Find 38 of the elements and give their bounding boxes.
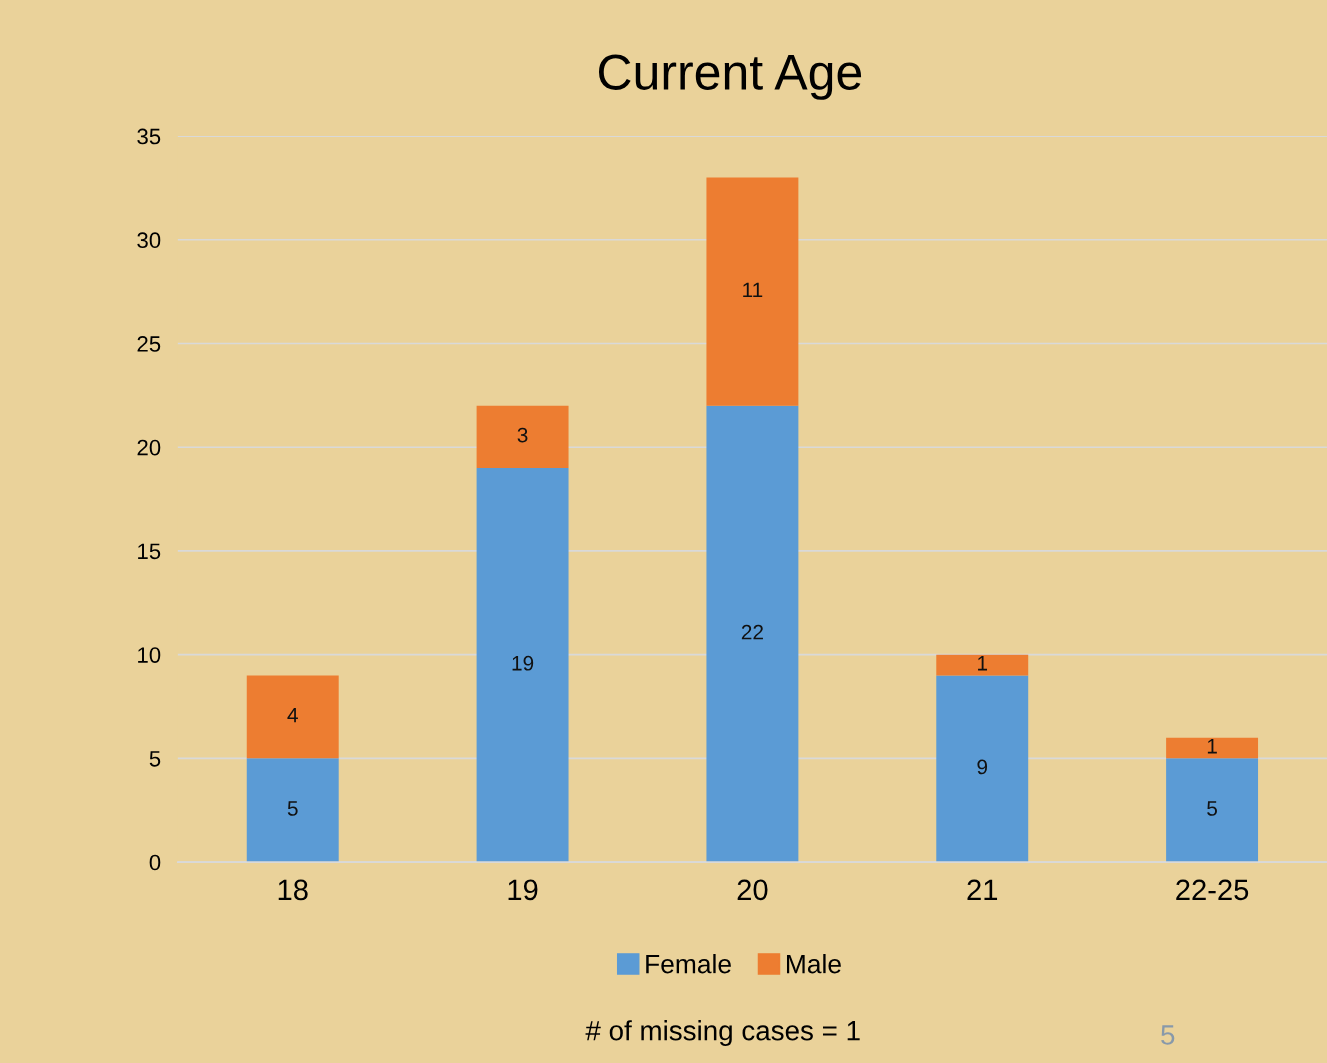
x-tick-label: 19 <box>508 879 538 901</box>
legend-label: Male <box>786 954 841 974</box>
bar <box>1166 758 1259 863</box>
text: 5 <box>1161 1025 1175 1045</box>
x-tick-label: 20 <box>737 879 768 901</box>
data-label: 5 <box>287 801 298 816</box>
bar <box>476 467 569 863</box>
y-tick-label: 5 <box>149 751 161 767</box>
data-label: 5 <box>1207 801 1217 816</box>
y-tick-label: 10 <box>138 647 161 663</box>
bar <box>246 758 339 863</box>
x-tick-label: 21 <box>967 879 998 900</box>
data-label: 3 <box>517 427 528 443</box>
data-label: 1 <box>978 656 988 671</box>
y-tick-label: 35 <box>137 128 161 145</box>
bar <box>476 405 569 468</box>
x-tick-label: 18 <box>278 879 308 901</box>
data-label: 9 <box>977 759 988 775</box>
bar <box>936 675 1029 863</box>
y-tick-label: 30 <box>137 232 161 249</box>
data-label: 19 <box>512 655 534 671</box>
y-tick-label: 15 <box>138 543 161 560</box>
data-label: 22 <box>741 624 763 640</box>
data-label: 11 <box>743 282 763 298</box>
bar <box>706 405 799 863</box>
x-tick-label: 22-25 <box>1176 879 1249 901</box>
bar <box>1166 737 1259 759</box>
text: # of missing cases = 1 <box>585 1020 860 1046</box>
y-tick-label: 20 <box>137 439 161 456</box>
chart-title: Current Age <box>598 54 862 100</box>
y-tick-label: 25 <box>137 336 161 352</box>
y-tick-label: 0 <box>149 854 161 871</box>
bar <box>706 177 799 406</box>
data-label: 4 <box>287 707 298 723</box>
legend-label: Female <box>646 954 731 974</box>
data-label: 1 <box>1207 739 1217 754</box>
bar <box>246 675 339 759</box>
bar <box>936 654 1029 676</box>
